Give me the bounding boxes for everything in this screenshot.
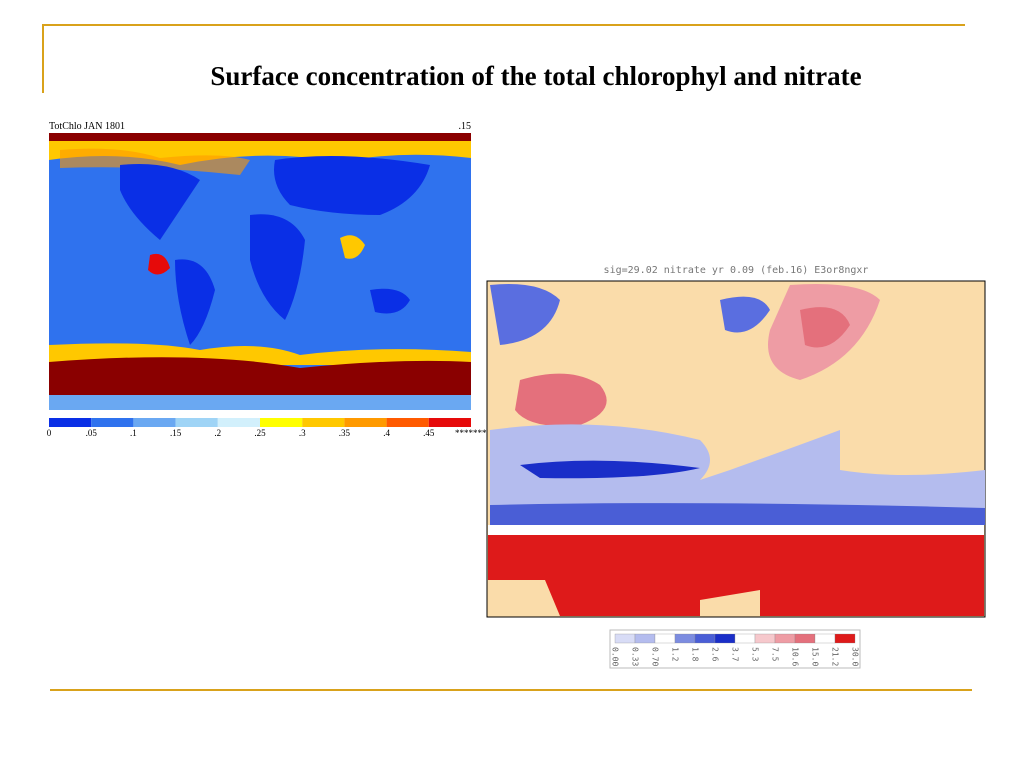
colorbar-label: 15.0: [811, 647, 820, 666]
colorbar-label: 0: [47, 428, 52, 438]
colorbar-swatch: [654, 633, 676, 644]
colorbar-label: 2.6: [711, 647, 720, 662]
colorbar-swatch: [302, 418, 345, 427]
colorbar-swatch: [794, 633, 816, 644]
colorbar-swatch: [260, 418, 303, 427]
colorbar-swatch: [428, 418, 471, 427]
colorbar-label: 0.70: [651, 647, 660, 666]
colorbar-swatch: [834, 633, 856, 644]
colorbar-label: .15: [170, 428, 182, 438]
colorbar-label: .35: [339, 428, 351, 438]
colorbar-label: .25: [254, 428, 266, 438]
colorbar-label: 10.6: [791, 647, 800, 666]
colorbar-label: 1.8: [691, 647, 700, 662]
colorbar-swatch: [133, 418, 176, 427]
colorbar-swatch: [386, 418, 429, 427]
colorbar-label: .05: [86, 428, 98, 438]
colorbar-label: .1: [130, 428, 137, 438]
colorbar-label: .2: [214, 428, 221, 438]
map-header: sig=29.02 nitrate yr 0.09 (feb.16) E3or8…: [604, 265, 869, 276]
colorbar-label: 1.2: [671, 647, 680, 662]
colorbar-label: .45: [423, 428, 435, 438]
colorbar-swatch: [175, 418, 218, 427]
colorbar-swatch: [674, 633, 696, 644]
colorbar-label: 0.33: [631, 647, 640, 666]
colorbar-swatch: [734, 633, 756, 644]
nitrate-map: sig=29.02 nitrate yr 0.09 (feb.16) E3or8…: [486, 265, 986, 669]
colorbar-swatch: [91, 418, 134, 427]
chlorophyll-map: TotChlo JAN 1801 .15 0 .05 .1 .15 .2 .25 .3 .35…: [47, 121, 492, 438]
colorbar-swatch: [49, 418, 92, 427]
colorbar-label: .3: [299, 428, 306, 438]
colorbar-label: 0.00: [611, 647, 620, 666]
colorbar-label: 5.3: [751, 647, 760, 662]
colorbar-label: .4: [383, 428, 390, 438]
colorbar-label: 7.5: [771, 647, 780, 662]
colorbar-swatch: [714, 633, 736, 644]
colorbar-swatch: [774, 633, 796, 644]
colorbar-label: 30.0: [851, 647, 860, 666]
colorbar-swatch: [634, 633, 656, 644]
colorbar-swatch: [217, 418, 260, 427]
map-header: TotChlo JAN 1801: [49, 121, 125, 132]
colorbar-swatch: [754, 633, 776, 644]
colorbar-swatch: [814, 633, 836, 644]
colorbar-label: 3.7: [731, 647, 740, 662]
colorbar-swatch: [344, 418, 387, 427]
slide-title: Surface concentration of the total chlor…: [210, 61, 861, 91]
colorbar-label: 21.2: [831, 647, 840, 666]
map-header: .15: [459, 121, 472, 132]
colorbar-label: ********: [455, 428, 492, 438]
colorbar-swatch: [694, 633, 716, 644]
colorbar-swatch: [614, 633, 636, 644]
